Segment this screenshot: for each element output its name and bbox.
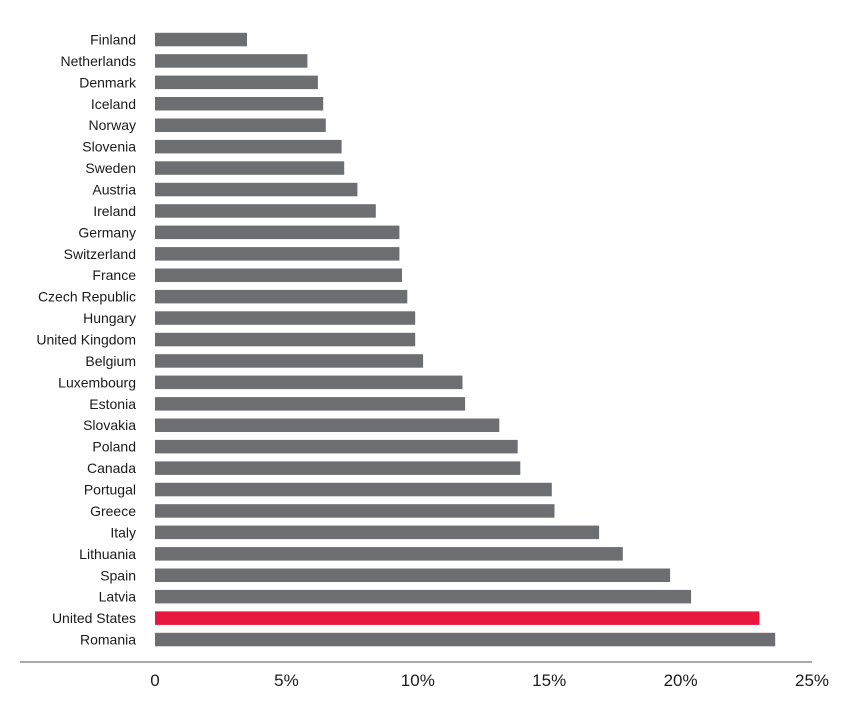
category-label-latvia: Latvia [99,589,137,605]
bar-iceland [155,97,324,111]
bar-czech-republic [155,289,408,304]
bar-hungary [155,311,416,325]
bar-spain [155,568,671,582]
category-label-ireland: Ireland [93,203,136,219]
bar-belgium [155,354,424,368]
bar-switzerland [155,247,400,261]
bars-group [155,32,776,647]
category-label-denmark: Denmark [79,74,137,90]
x-tick-label: 5% [274,671,299,690]
bar-norway [155,118,326,132]
bar-luxembourg [155,375,463,390]
bar-greece [155,504,555,518]
x-tick-label: 10% [401,671,435,690]
category-label-hungary: Hungary [83,310,136,326]
bar-latvia [155,589,692,604]
category-label-romania: Romania [80,632,136,648]
bar-slovakia [155,418,500,432]
x-tick-label: 25% [795,671,829,690]
bar-ireland [155,204,376,218]
category-label-czech-republic: Czech Republic [38,289,136,305]
bar-germany [155,225,400,240]
bar-romania [155,632,776,647]
bar-netherlands [155,54,308,68]
bar-finland [155,32,247,47]
category-label-poland: Poland [92,439,136,455]
category-label-united-kingdom: United Kingdom [36,332,136,348]
category-label-italy: Italy [110,524,136,540]
category-label-estonia: Estonia [89,396,136,412]
category-label-slovenia: Slovenia [82,139,136,155]
category-labels: Finland Netherlands Denmark Iceland Norway Sl… [36,32,137,648]
category-label-greece: Greece [90,503,136,519]
bar-portugal [155,482,552,497]
bar-lithuania [155,547,623,561]
bar-estonia [155,397,466,411]
bar-denmark [155,75,318,90]
category-label-norway: Norway [89,117,136,133]
x-tick-label: 0 [150,671,159,690]
category-label-austria: Austria [92,182,136,198]
x-tick-label: 20% [664,671,698,690]
category-label-belgium: Belgium [85,353,136,369]
bar-united-states [155,611,760,625]
bar-united-kingdom [155,332,416,347]
bar-italy [155,525,600,540]
bar-sweden [155,161,345,175]
category-label-france: France [92,267,136,283]
x-tick-labels: 0 5% 10% 15% 20% 25% [150,671,829,690]
category-label-united-states: United States [52,610,136,626]
bar-poland [155,439,518,454]
bar-slovenia [155,139,342,154]
category-label-slovakia: Slovakia [83,417,136,433]
category-label-finland: Finland [90,32,136,48]
category-label-spain: Spain [100,567,136,583]
category-label-germany: Germany [78,224,136,240]
bar-austria [155,182,358,197]
category-label-lithuania: Lithuania [79,546,136,562]
category-label-portugal: Portugal [84,482,136,498]
category-label-luxembourg: Luxembourg [58,374,136,390]
x-tick-label: 15% [532,671,566,690]
bar-france [155,268,402,282]
bar-canada [155,461,521,475]
category-label-sweden: Sweden [85,160,136,176]
category-label-switzerland: Switzerland [64,246,136,262]
category-label-canada: Canada [87,460,136,476]
category-label-netherlands: Netherlands [61,53,137,69]
category-label-iceland: Iceland [91,96,136,112]
